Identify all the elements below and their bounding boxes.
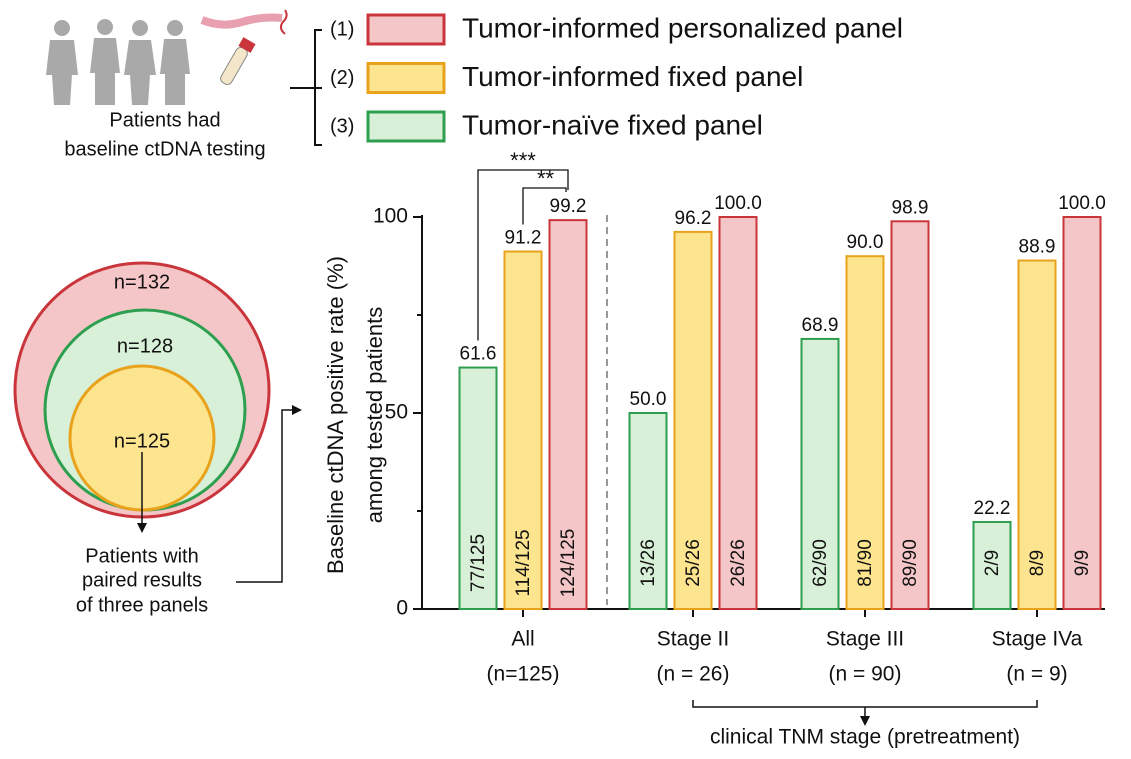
value-label: 91.2 <box>505 228 542 249</box>
bar <box>800 337 840 610</box>
x-tick-label: All <box>511 628 534 651</box>
bar <box>1062 216 1102 610</box>
legend-number: (3) <box>330 115 354 137</box>
fraction-label: 89/90 <box>900 539 921 587</box>
x-tick-label: Stage IVa <box>992 628 1083 651</box>
legend-swatch <box>366 13 446 46</box>
significance: ** <box>537 166 555 191</box>
caption: paired results <box>82 569 202 591</box>
value-label: 50.0 <box>630 389 667 410</box>
legend-swatch <box>366 110 446 143</box>
fraction-label: 9/9 <box>1072 550 1093 576</box>
circle-label: n=128 <box>117 335 173 357</box>
value-label: 90.0 <box>847 232 884 253</box>
significance-bracket <box>477 169 569 341</box>
bar <box>503 250 543 610</box>
fraction-label: 114/125 <box>513 529 534 596</box>
bar <box>890 220 930 610</box>
legend-label: Tumor-naïve fixed panel <box>462 109 763 140</box>
significance: *** <box>510 148 536 173</box>
circle-label: n=125 <box>114 430 170 452</box>
patient-icons <box>46 19 190 105</box>
x-tick-label: (n = 26) <box>657 663 730 686</box>
legend-bracket <box>290 29 322 146</box>
fraction-label: 2/9 <box>982 550 1003 576</box>
value-label: 100.0 <box>714 193 762 214</box>
bar <box>673 230 713 610</box>
legend-label: Tumor-informed personalized panel <box>462 12 903 43</box>
significance-bracket <box>522 187 567 225</box>
blood-tube <box>200 9 288 85</box>
value-label: 99.2 <box>550 196 587 217</box>
value-label: 88.9 <box>1019 237 1056 258</box>
caption: of three panels <box>76 594 208 616</box>
fraction-label: 77/125 <box>468 534 489 592</box>
y-tick-label: 0 <box>396 597 408 620</box>
bar <box>718 216 758 610</box>
legend-label: Tumor-informed fixed panel <box>462 61 803 92</box>
y-axis-label: Baseline ctDNA positive rate (%) <box>323 256 348 574</box>
value-label: 22.2 <box>974 498 1011 519</box>
fraction-label: 8/9 <box>1027 550 1048 576</box>
arrow-head <box>292 405 302 415</box>
bar <box>1017 259 1057 610</box>
stage-bracket <box>692 700 1038 718</box>
fraction-label: 13/26 <box>638 539 659 587</box>
arrow-head <box>137 523 147 533</box>
value-label: 68.9 <box>802 315 839 336</box>
circle-label: n=132 <box>114 271 170 293</box>
bar <box>628 412 668 610</box>
fraction-label: 124/125 <box>558 529 579 598</box>
legend-number: (1) <box>330 18 354 40</box>
y-axis-label: among tested patients <box>362 307 387 523</box>
legend-swatch <box>366 62 446 94</box>
value-label: 100.0 <box>1058 193 1106 214</box>
x-tick-label: Stage III <box>826 628 904 651</box>
value-label: 98.9 <box>892 197 929 218</box>
connector <box>236 409 294 583</box>
x-axis-label: clinical TNM stage (pretreatment) <box>710 726 1020 749</box>
fraction-label: 25/26 <box>683 539 704 587</box>
caption: Patients with <box>85 545 198 567</box>
y-tick-label: 100 <box>373 205 408 228</box>
value-label: 96.2 <box>675 208 712 229</box>
x-tick-label: (n=125) <box>487 663 560 686</box>
caption: Patients had <box>109 109 220 131</box>
x-tick-label: (n = 9) <box>1006 663 1067 686</box>
bar <box>548 219 588 611</box>
caption: baseline ctDNA testing <box>64 138 265 160</box>
fraction-label: 81/90 <box>855 539 876 587</box>
x-tick-label: Stage II <box>657 628 729 651</box>
bar <box>845 255 885 610</box>
fraction-label: 62/90 <box>810 539 831 587</box>
x-tick-label: (n = 90) <box>829 663 902 686</box>
legend-number: (2) <box>330 67 354 89</box>
bar <box>972 520 1012 611</box>
arrow-head <box>860 716 870 726</box>
fraction-label: 26/26 <box>728 539 749 587</box>
value-label: 61.6 <box>460 344 497 365</box>
y-tick-label: 50 <box>385 401 408 424</box>
bar <box>458 366 498 611</box>
